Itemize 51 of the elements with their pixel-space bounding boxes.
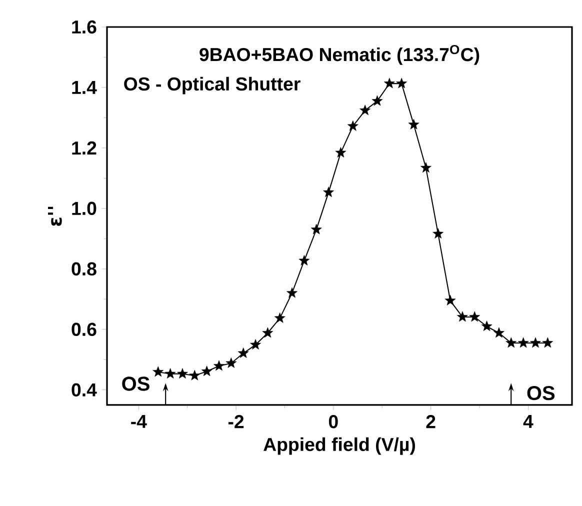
x-tick-label: 2 xyxy=(426,415,436,428)
y-tick-label: 1.0 xyxy=(72,202,96,216)
point xyxy=(298,255,310,266)
point xyxy=(214,360,224,371)
y-tick-label: 0.8 xyxy=(72,262,96,276)
x-tick-label: 4 xyxy=(523,415,534,428)
annotation: OS xyxy=(122,376,150,391)
x-tick-label: -4 xyxy=(131,415,147,428)
point xyxy=(286,287,298,298)
x-tick-label: -2 xyxy=(228,415,244,428)
point xyxy=(335,147,346,158)
y-tick-label: 1.4 xyxy=(72,81,97,94)
point xyxy=(518,337,529,348)
text: 9BAO+5BAO Nematic (133.7$^{O}$C) xyxy=(200,44,480,65)
point xyxy=(201,366,212,376)
point xyxy=(420,162,432,173)
x-axis-title: Appied field (V/µ) xyxy=(264,437,415,455)
point xyxy=(372,95,383,106)
point xyxy=(274,312,286,323)
point xyxy=(226,358,237,368)
y-tick-label: 1.2 xyxy=(72,141,96,154)
point xyxy=(177,368,188,379)
y-tick-label: 1.6 xyxy=(72,20,96,34)
x-tick-label: 0 xyxy=(328,415,338,428)
point xyxy=(360,104,371,116)
point xyxy=(384,78,395,88)
y-tick-label: 0.4 xyxy=(72,383,97,396)
y-axis-title: ε'' xyxy=(48,206,62,226)
annotation: OS - Optical Shutter xyxy=(124,76,300,94)
point xyxy=(152,366,164,377)
point xyxy=(481,320,492,332)
point xyxy=(238,348,249,358)
point xyxy=(250,339,261,350)
point xyxy=(542,337,554,348)
point xyxy=(347,120,358,131)
point xyxy=(469,311,480,322)
point xyxy=(530,337,541,348)
point xyxy=(262,327,274,338)
point xyxy=(310,224,322,234)
point xyxy=(506,337,517,348)
annotation: OS xyxy=(527,386,555,400)
point xyxy=(408,118,420,130)
point xyxy=(323,186,334,198)
point xyxy=(444,294,456,306)
point xyxy=(189,370,200,380)
point xyxy=(494,327,504,338)
y-tick-label: 0.6 xyxy=(72,322,96,336)
point xyxy=(432,228,444,238)
point xyxy=(456,311,468,322)
point xyxy=(396,78,408,88)
point xyxy=(164,368,176,379)
